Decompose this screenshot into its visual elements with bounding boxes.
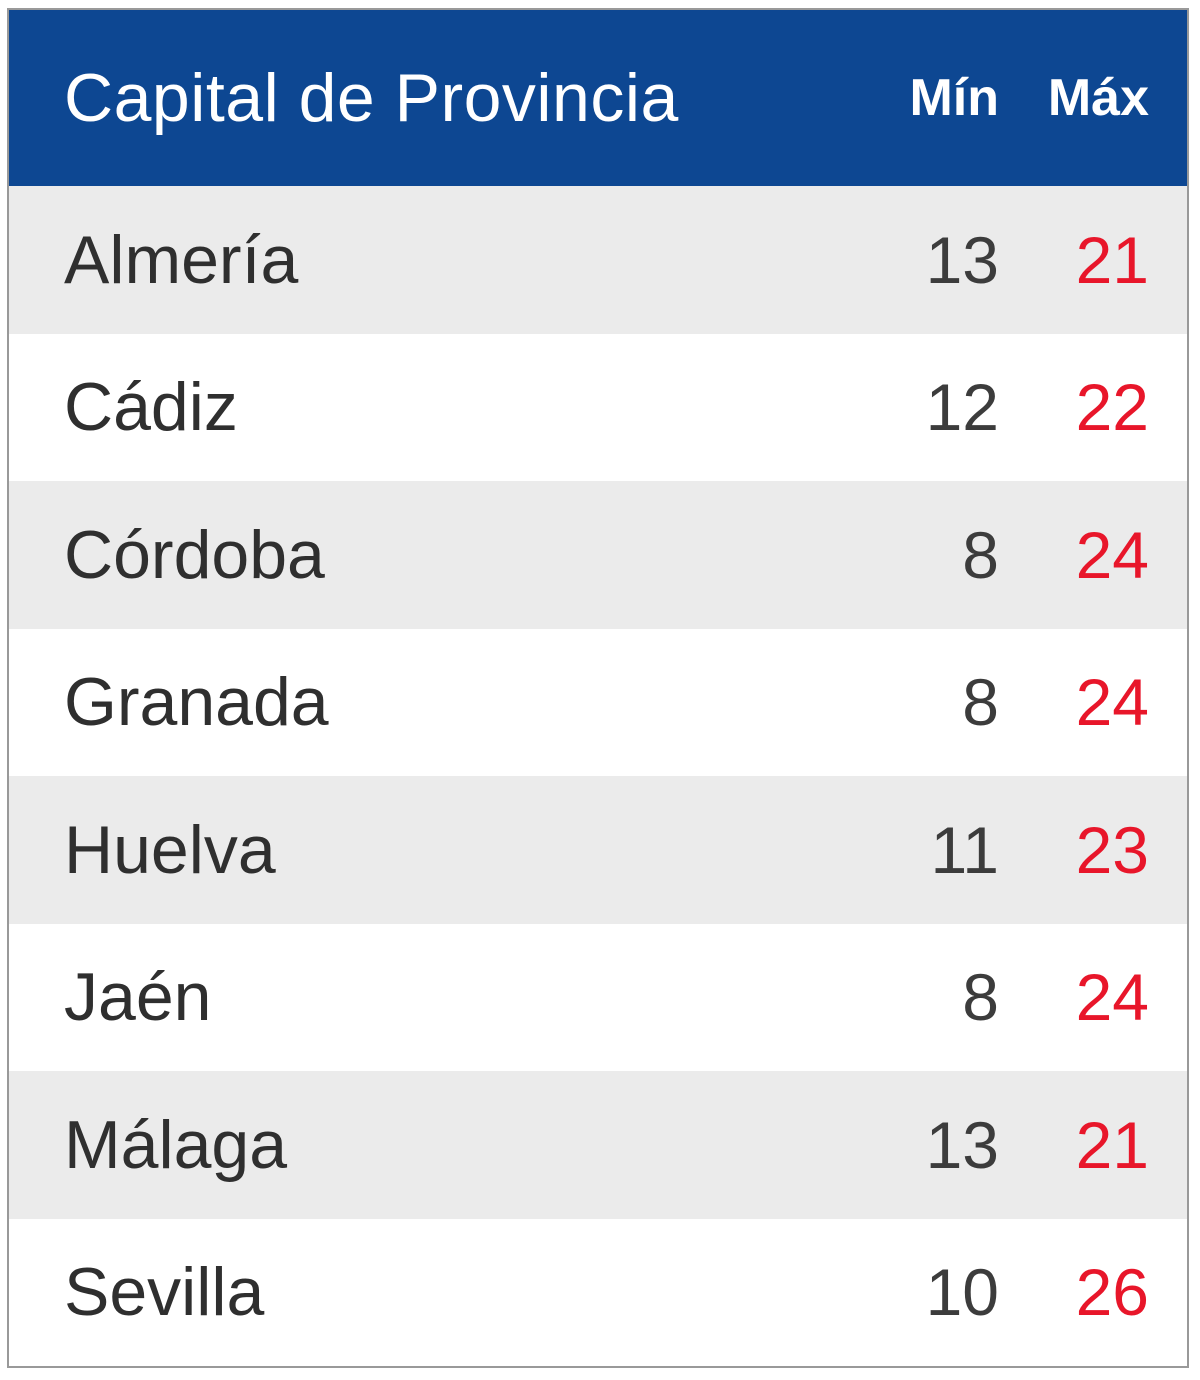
city-name: Córdoba (64, 516, 325, 593)
city-name: Huelva (64, 811, 276, 888)
table-row-sevilla: Sevilla 10 26 (9, 1218, 1187, 1366)
column-header-capital: Capital de Provincia (64, 60, 679, 136)
table-row-malaga: Málaga 13 21 (9, 1071, 1187, 1219)
city-name: Almería (64, 221, 299, 298)
min-temperature: 8 (962, 665, 999, 740)
min-temperature: 10 (925, 1255, 999, 1330)
min-temperature: 13 (925, 1107, 999, 1182)
table-row-huelva: Huelva 11 23 (9, 776, 1187, 924)
max-temperature: 21 (1075, 1107, 1149, 1182)
table-body: Almería 13 21 Cádiz 12 22 Córdoba 8 24 G… (9, 186, 1187, 1366)
city-name: Jaén (64, 959, 212, 1036)
city-name: Sevilla (64, 1254, 265, 1331)
max-temperature: 26 (1075, 1255, 1149, 1330)
min-temperature: 8 (962, 517, 999, 592)
min-temperature: 8 (962, 960, 999, 1035)
max-temperature: 23 (1075, 812, 1149, 887)
min-temperature: 11 (930, 812, 999, 887)
column-header-min: Mín (909, 69, 999, 127)
max-temperature: 24 (1075, 665, 1149, 740)
min-temperature: 12 (925, 370, 999, 445)
table-row-cadiz: Cádiz 12 22 (9, 333, 1187, 481)
min-temperature: 13 (925, 222, 999, 297)
max-temperature: 24 (1075, 960, 1149, 1035)
max-temperature: 22 (1075, 370, 1149, 445)
max-temperature: 24 (1075, 517, 1149, 592)
column-header-max: Máx (1047, 69, 1149, 127)
city-name: Granada (64, 664, 329, 741)
province-temperature-table: Capital de Provincia Mín Máx Almería 13 … (7, 8, 1189, 1368)
max-temperature: 21 (1075, 222, 1149, 297)
table-row-cordoba: Córdoba 8 24 (9, 481, 1187, 629)
table-row-jaen: Jaén 8 24 (9, 923, 1187, 1071)
city-name: Cádiz (64, 369, 238, 446)
table-header: Capital de Provincia Mín Máx (9, 10, 1187, 186)
city-name: Málaga (64, 1106, 288, 1183)
table-row-granada: Granada 8 24 (9, 628, 1187, 776)
table-row-almeria: Almería 13 21 (9, 186, 1187, 334)
